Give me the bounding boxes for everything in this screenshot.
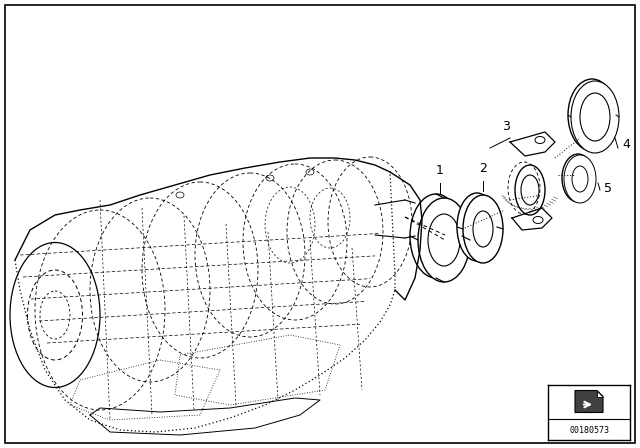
Ellipse shape (410, 194, 462, 278)
Ellipse shape (521, 175, 539, 205)
Polygon shape (597, 391, 603, 396)
Ellipse shape (568, 79, 616, 151)
Ellipse shape (572, 166, 588, 192)
Text: 5: 5 (604, 181, 612, 194)
Ellipse shape (428, 214, 460, 266)
Text: 00180573: 00180573 (569, 426, 609, 435)
Ellipse shape (473, 211, 493, 247)
Ellipse shape (515, 165, 545, 215)
Ellipse shape (418, 198, 470, 282)
Text: 4: 4 (622, 138, 630, 151)
Text: 2: 2 (479, 162, 487, 175)
Text: 3: 3 (502, 120, 510, 133)
Ellipse shape (535, 137, 545, 143)
Ellipse shape (571, 81, 619, 153)
Ellipse shape (562, 154, 594, 202)
Ellipse shape (580, 93, 610, 141)
Polygon shape (575, 391, 603, 413)
Ellipse shape (457, 193, 497, 261)
Ellipse shape (463, 195, 503, 263)
Text: 1: 1 (436, 164, 444, 177)
Ellipse shape (564, 155, 596, 203)
Ellipse shape (533, 216, 543, 224)
